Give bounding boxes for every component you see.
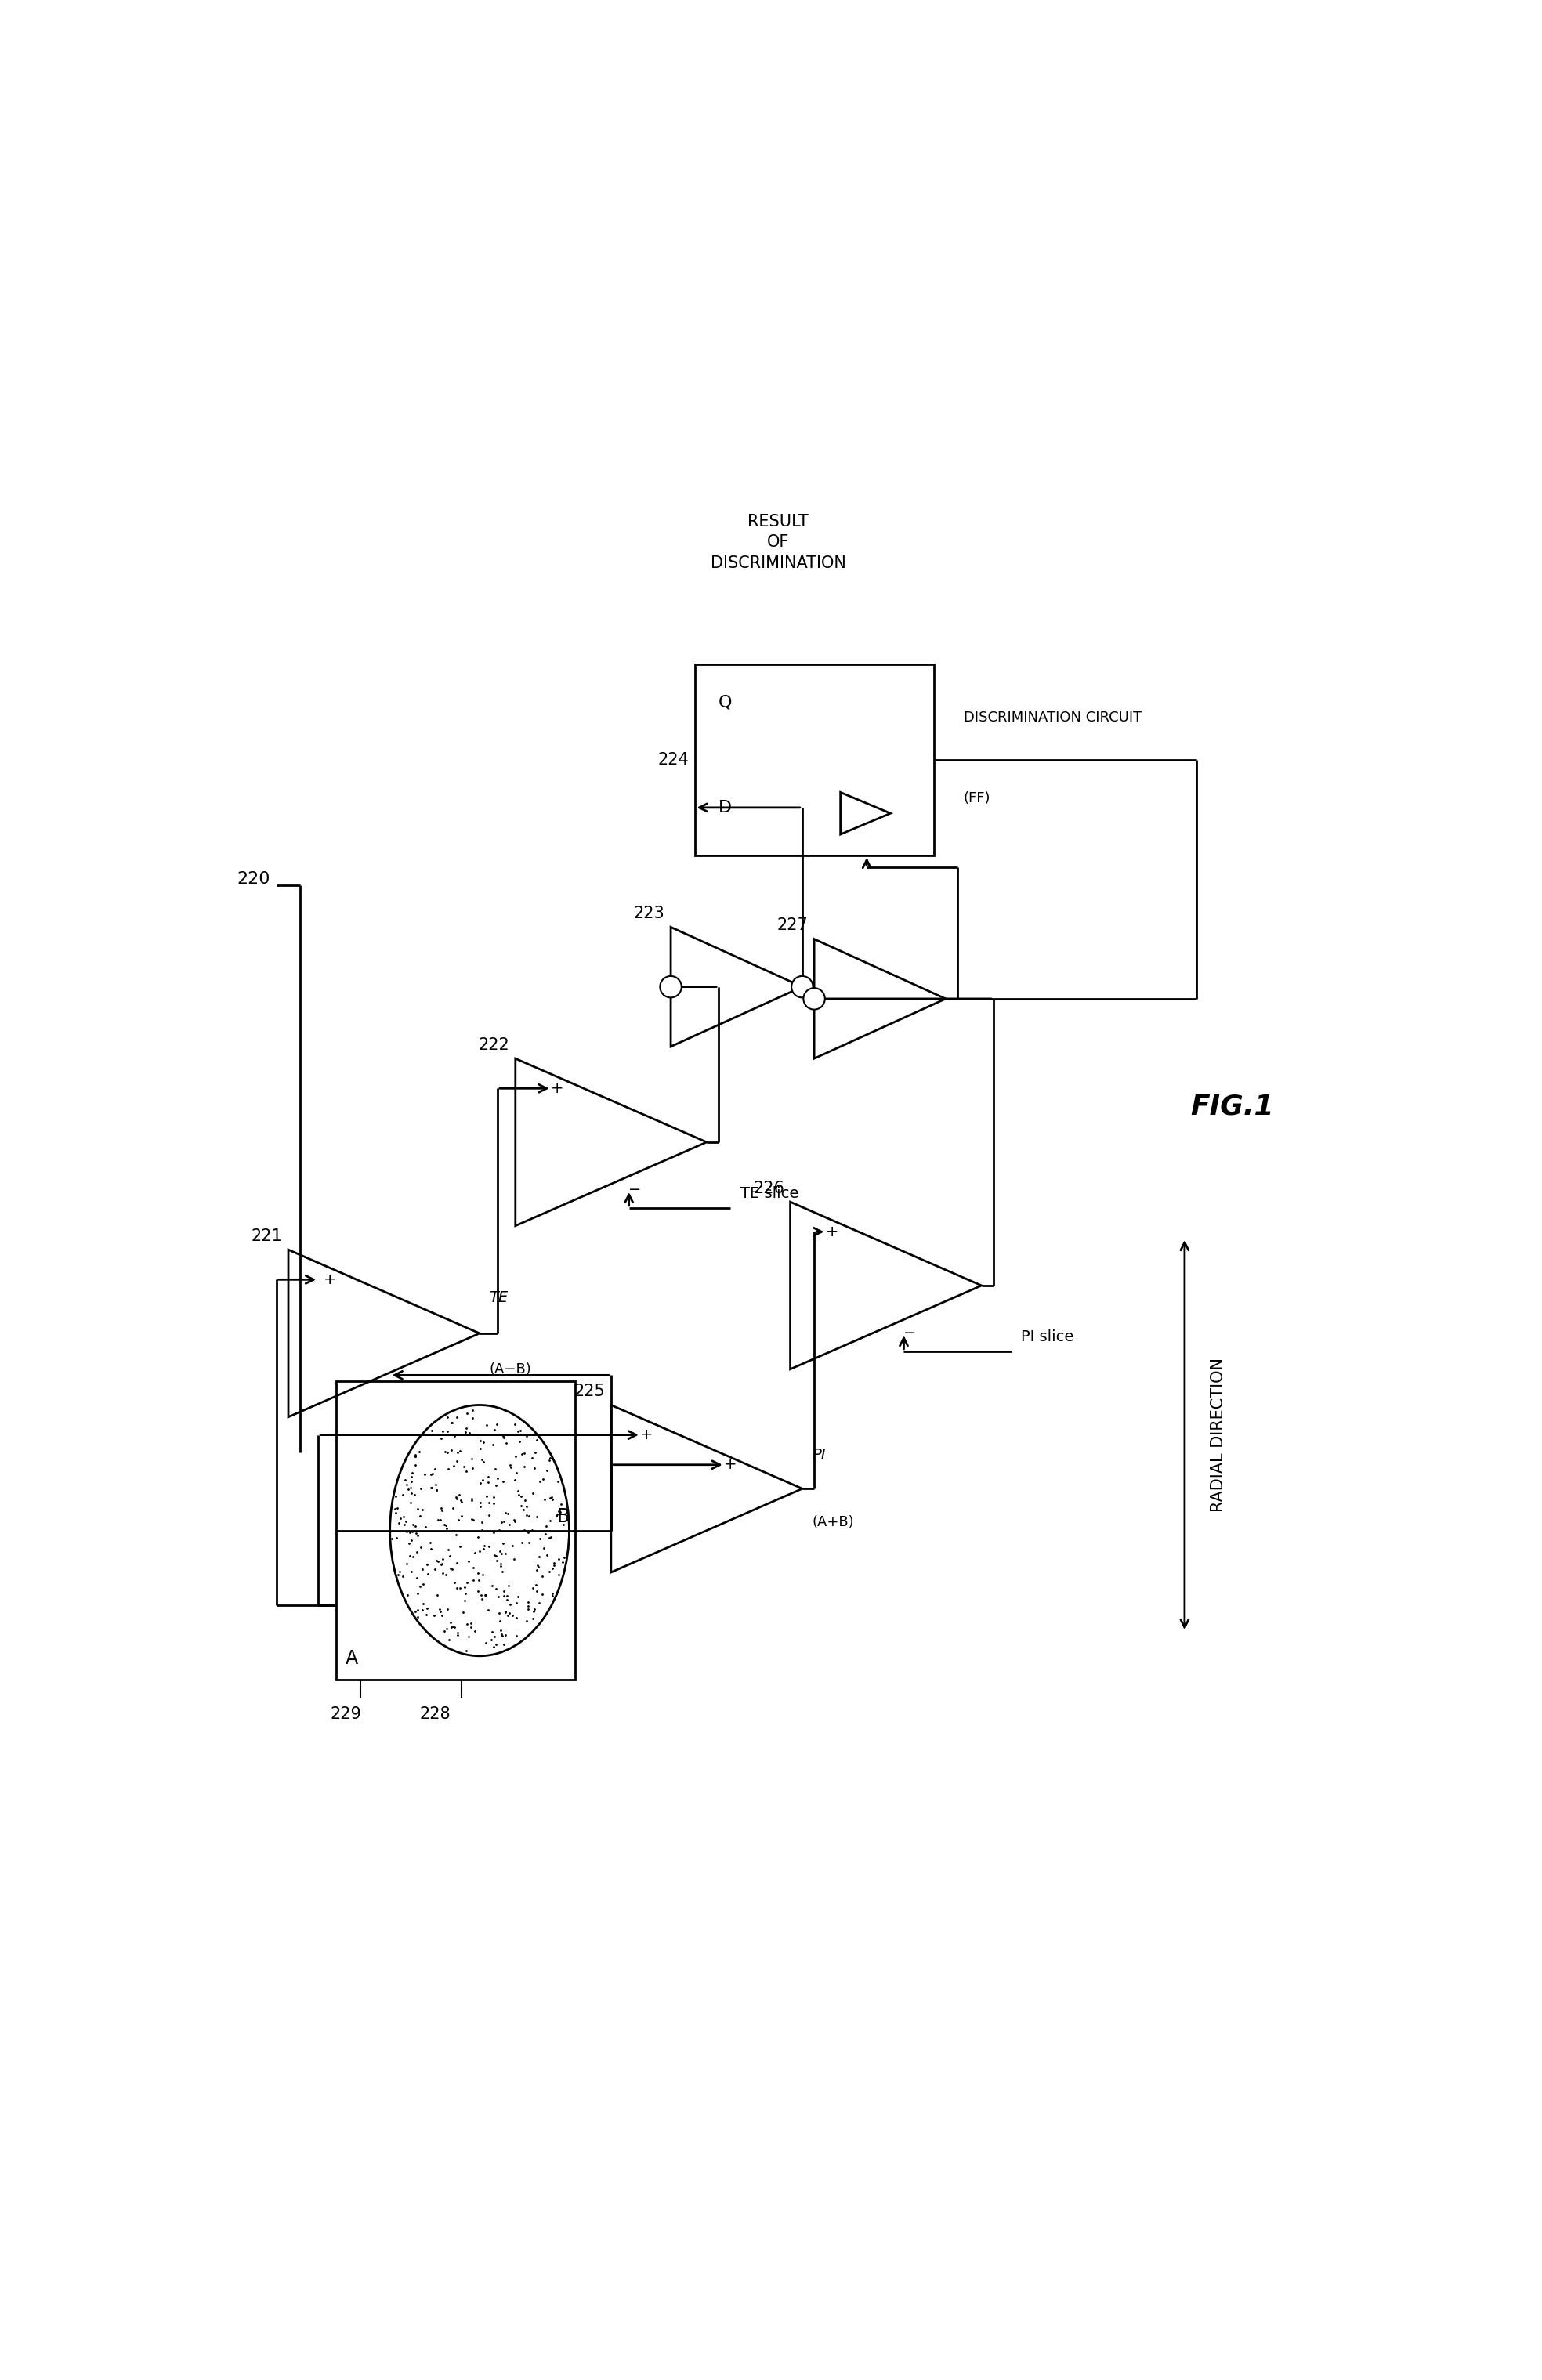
Text: 226: 226	[752, 1180, 785, 1195]
Text: (A+B): (A+B)	[811, 1516, 854, 1530]
Text: 222: 222	[478, 1038, 509, 1052]
Text: RESULT
OF
DISCRIMINATION: RESULT OF DISCRIMINATION	[711, 514, 847, 571]
Text: (A−B): (A−B)	[489, 1361, 532, 1376]
Text: 223: 223	[634, 904, 665, 921]
Text: −: −	[629, 1183, 641, 1197]
Text: (FF): (FF)	[964, 790, 990, 804]
Text: TE slice: TE slice	[740, 1185, 799, 1200]
Text: +: +	[550, 1081, 564, 1095]
Circle shape	[803, 988, 825, 1009]
Bar	[694, 664, 934, 854]
Text: 220: 220	[237, 871, 270, 888]
Text: −: −	[904, 1326, 916, 1340]
Text: 224: 224	[657, 752, 689, 769]
Text: D: D	[719, 800, 732, 816]
Text: A: A	[345, 1649, 358, 1668]
Text: PI: PI	[811, 1447, 825, 1464]
Text: +: +	[725, 1457, 737, 1473]
Text: Q: Q	[719, 695, 732, 709]
Text: 228: 228	[419, 1706, 450, 1721]
Circle shape	[660, 976, 682, 997]
Text: TE: TE	[489, 1290, 509, 1304]
Text: B: B	[557, 1507, 569, 1526]
Text: RADIAL DIRECTION: RADIAL DIRECTION	[1210, 1357, 1226, 1511]
Text: +: +	[324, 1273, 336, 1288]
Text: −: −	[401, 1368, 415, 1383]
Text: +: +	[640, 1428, 654, 1442]
Text: 229: 229	[330, 1706, 361, 1721]
Text: PI slice: PI slice	[1021, 1328, 1073, 1345]
Circle shape	[791, 976, 813, 997]
Text: DISCRIMINATION CIRCUIT: DISCRIMINATION CIRCUIT	[964, 712, 1141, 726]
Bar	[336, 1380, 575, 1680]
Text: 227: 227	[777, 916, 808, 933]
Text: 221: 221	[251, 1228, 282, 1245]
Text: +: +	[825, 1223, 839, 1240]
Text: 225: 225	[574, 1383, 604, 1399]
Text: FIG.1: FIG.1	[1190, 1092, 1274, 1119]
